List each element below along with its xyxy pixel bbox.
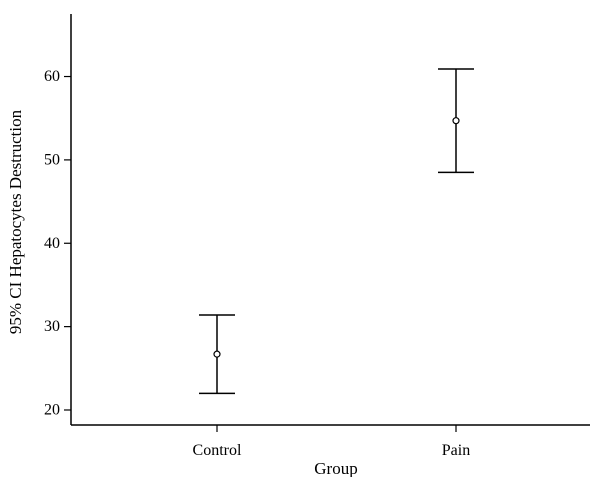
mean-point-control bbox=[213, 350, 221, 358]
y-axis-title: 95% CI Hepatocytes Destruction bbox=[6, 109, 25, 334]
y-tick-label-20: 20 bbox=[44, 401, 60, 418]
y-tick-label-30: 30 bbox=[44, 318, 60, 335]
x-ticks: Control Pain bbox=[193, 425, 470, 459]
y-tick-label-60: 60 bbox=[44, 68, 60, 85]
error-bar-series bbox=[199, 68, 474, 395]
mean-point-pain bbox=[452, 117, 460, 125]
x-axis: Control Pain Group bbox=[71, 424, 590, 477]
y-ticks: 20 30 40 50 60 bbox=[44, 68, 71, 418]
x-tick-label-pain: Pain bbox=[442, 442, 470, 459]
x-axis-title: Group bbox=[314, 459, 357, 477]
x-tick-label-control: Control bbox=[193, 442, 242, 459]
y-tick-label-40: 40 bbox=[44, 235, 60, 252]
y-axis: 20 30 40 50 60 95% CI Hepatocytes Destructio… bbox=[6, 14, 72, 425]
y-tick-label-50: 50 bbox=[44, 151, 60, 168]
